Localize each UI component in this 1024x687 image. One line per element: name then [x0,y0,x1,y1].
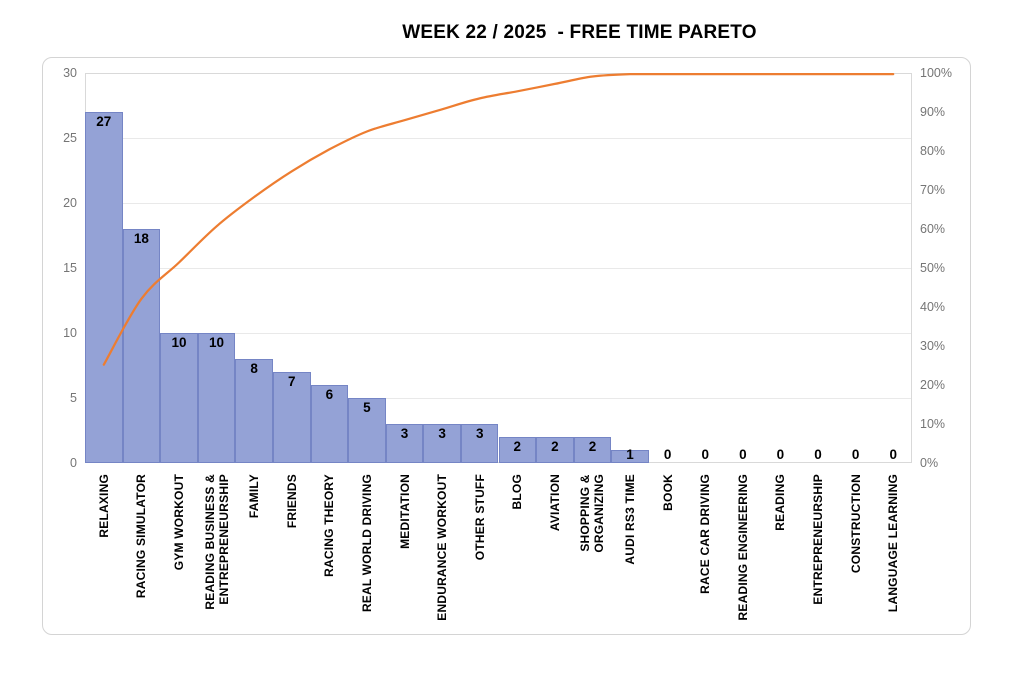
bar [85,112,123,463]
cumulative-percent-line [102,72,895,366]
bar [348,398,386,463]
category-label: FRIENDS [284,474,299,529]
bar-value-label: 2 [551,439,559,454]
category-label: READING BUSINESS & ENTREPRENEURSHIP [202,474,231,610]
bar-value-label: 10 [171,335,187,350]
left-axis-tick: 0 [70,456,77,470]
bar-value-label: 6 [325,387,334,402]
category-label: AVIATION [547,474,562,532]
bar-value-label: 0 [889,447,897,462]
bar-value-label: 3 [475,426,484,441]
gridline [85,202,912,204]
bar [122,229,161,463]
bar-value-label: 3 [400,426,409,441]
bar-value-label: 10 [209,335,225,350]
left-axis-tick: 5 [70,391,77,405]
right-axis-tick: 60% [920,222,946,236]
chart-title: WEEK 22 / 2025 - FREE TIME PARETO [402,22,757,43]
left-axis-tick: 10 [63,326,77,340]
bar-value-label: 0 [663,447,672,462]
right-axis-tick: 70% [920,183,946,197]
gridline [85,397,912,399]
left-axis-tick: 25 [63,131,77,145]
category-label: READING [773,474,788,531]
gridline [85,137,912,139]
category-label: SHOPPING & ORGANIZING [578,474,607,553]
left-axis-tick: 20 [63,196,77,210]
bar [460,424,499,463]
category-label: OTHER STUFF [472,474,487,561]
category-label: FAMILY [247,474,262,519]
category-label: RELAXING [96,474,111,538]
bar [573,437,612,463]
bar-value-label: 0 [701,447,709,462]
bar-value-label: 0 [739,447,747,462]
right-axis-tick: 20% [920,378,946,392]
category-label: GYM WORKOUT [171,474,186,571]
category-label: ENDURANCE WORKOUT [435,474,450,621]
bar-value-label: 1 [626,447,634,462]
bar-value-label: 8 [250,361,258,376]
left-axis-tick: 30 [63,66,77,80]
bar-value-label: 0 [814,447,822,462]
bar [272,372,311,463]
category-label: ENTREPRENEURSHIP [811,474,826,605]
bar-value-label: 3 [438,426,446,441]
category-label: LANGUAGE LEARNING [886,474,901,613]
left-axis-tick: 15 [63,261,77,275]
category-label: BLOG [510,474,525,510]
right-axis-tick: 0% [920,456,939,470]
bar-value-label: 27 [96,114,112,129]
category-label: RACING THEORY [322,474,337,577]
bar-value-label: 0 [776,447,785,462]
bar-value-label: 5 [363,400,371,415]
right-axis-tick: 80% [920,144,946,158]
bar-value-label: 2 [513,439,522,454]
category-label: RACING SIMULATOR [134,474,149,599]
category-label: CONSTRUCTION [848,474,863,574]
bar-value-label: 0 [851,447,860,462]
bar-value-label: 18 [133,231,149,246]
right-axis-tick: 10% [920,417,946,431]
category-label: AUDI RS3 TIME [623,474,638,565]
category-label: RACE CAR DRIVING [698,474,713,594]
right-axis-tick: 50% [920,261,946,275]
right-axis-tick: 30% [920,339,946,353]
bar-value-label: 7 [287,374,296,389]
category-label: BOOK [660,474,675,511]
right-axis-tick: 100% [920,66,952,80]
gridline [85,267,912,269]
bar [536,437,574,463]
bar [385,424,424,463]
category-label: MEDITATION [397,474,412,549]
right-axis-tick: 90% [920,105,946,119]
category-label: REAL WORLD DRIVING [359,474,374,613]
bar [310,385,349,463]
gridline [85,332,912,334]
bar-value-label: 2 [588,439,597,454]
right-axis-tick: 40% [920,300,946,314]
category-label: READING ENGINEERING [735,474,750,621]
